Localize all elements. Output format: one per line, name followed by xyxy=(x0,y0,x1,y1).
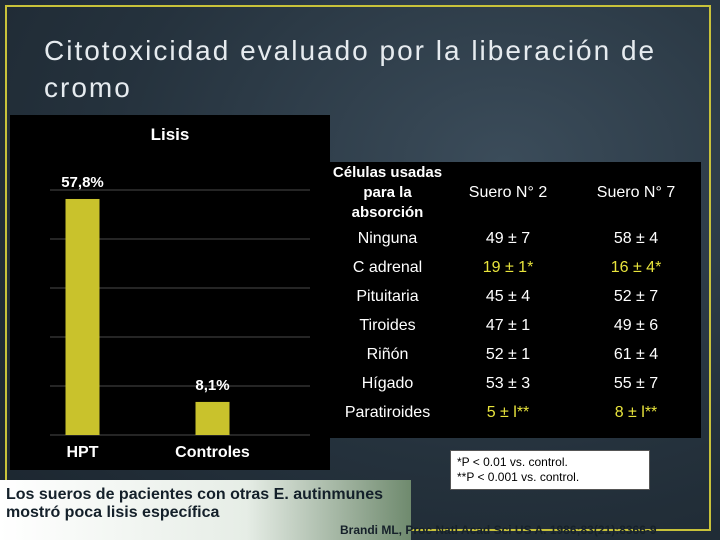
row-value-suero-2: 49 ± 7 xyxy=(485,229,531,247)
row-value-suero-2: 47 ± 1 xyxy=(485,316,531,334)
row-value-suero-2: 52 ± 1 xyxy=(485,345,531,363)
citation: Brandi ML, Proc Natl Acad Sci US A. 1986… xyxy=(340,523,657,537)
bar-controles xyxy=(195,401,230,435)
table-row: Paratiroides 5 ± l** 8 ± l** xyxy=(330,398,701,427)
row-cell-type: Tiroides xyxy=(359,316,416,334)
row-value-suero-7: 61 ± 4 xyxy=(613,345,659,363)
row-cell-type: Pituitaria xyxy=(356,287,419,305)
table-row: C adrenal 19 ± 1* 16 ± 4* xyxy=(330,253,701,282)
row-value-suero-2: 19 ± 1* xyxy=(482,258,534,276)
footnote-line-1: *P < 0.01 vs. control. xyxy=(457,455,568,469)
row-cell-type: Riñón xyxy=(366,345,409,363)
note-box: Los sueros de pacientes con otras E. aut… xyxy=(0,480,411,540)
bar-value-label: 8,1% xyxy=(195,377,229,394)
bar-chart-panel: Lisis 57,8% HPT 8,1% Controles xyxy=(10,115,330,470)
category-label: Controles xyxy=(175,444,250,461)
table-row: Hígado 53 ± 3 55 ± 7 xyxy=(330,369,701,398)
category-label: HPT xyxy=(67,444,99,461)
footnote-line-2: **P < 0.001 vs. control. xyxy=(457,470,580,484)
chart-title: Lisis xyxy=(150,125,190,144)
header-suero-2: Suero N° 2 xyxy=(468,184,548,201)
row-cell-type: Paratiroides xyxy=(344,403,431,421)
results-table-panel: Células usadas para la absorción Suero N… xyxy=(330,162,701,438)
slide-title: Citotoxicidad evaluado por la liberación… xyxy=(44,35,657,103)
row-value-suero-7: 49 ± 6 xyxy=(613,316,659,334)
table-header-row: Células usadas para la absorción Suero N… xyxy=(330,162,701,224)
results-table: Células usadas para la absorción Suero N… xyxy=(330,162,701,427)
header-suero-7: Suero N° 7 xyxy=(596,184,676,201)
table-row: Pituitaria 45 ± 4 52 ± 7 xyxy=(330,282,701,311)
row-value-suero-7: 55 ± 7 xyxy=(613,374,659,392)
bar-chart: 57,8% HPT 8,1% Controles xyxy=(50,174,310,461)
row-value-suero-2: 45 ± 4 xyxy=(485,287,531,305)
table-row: Tiroides 47 ± 1 49 ± 6 xyxy=(330,311,701,340)
row-value-suero-7: 16 ± 4* xyxy=(610,258,662,276)
row-value-suero-7: 58 ± 4 xyxy=(613,229,659,247)
note-background xyxy=(0,480,411,540)
row-cell-type: Ninguna xyxy=(357,229,418,247)
table-row: Ninguna 49 ± 7 58 ± 4 xyxy=(330,224,701,253)
row-cell-type: C adrenal xyxy=(352,258,423,276)
row-value-suero-7: 8 ± l** xyxy=(614,403,658,421)
table-row: Riñón 52 ± 1 61 ± 4 xyxy=(330,340,701,369)
bar-hpt xyxy=(65,198,100,435)
row-value-suero-2: 5 ± l** xyxy=(486,403,530,421)
row-value-suero-2: 53 ± 3 xyxy=(485,374,531,392)
row-value-suero-7: 52 ± 7 xyxy=(613,287,659,305)
significance-footnote: *P < 0.01 vs. control. **P < 0.001 vs. c… xyxy=(450,450,650,490)
note-text: Los sueros de pacientes con otras E. aut… xyxy=(6,486,383,521)
row-cell-type: Hígado xyxy=(361,374,414,392)
bar-value-label: 57,8% xyxy=(61,174,104,191)
header-cells: Células usadas para la absorción xyxy=(332,164,443,221)
